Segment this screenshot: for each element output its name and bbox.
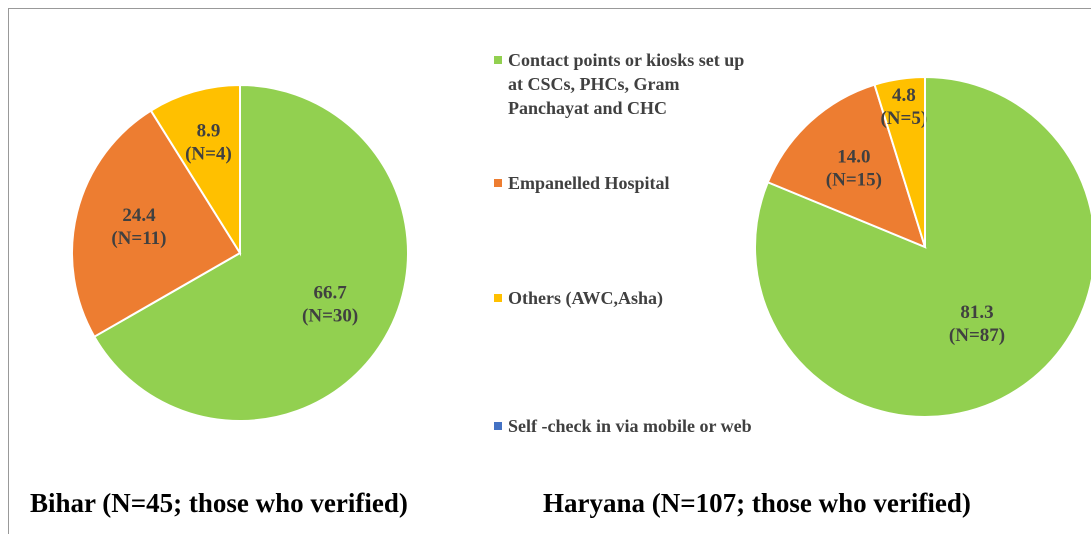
legend-label: Others (AWC,Asha) [508, 288, 663, 308]
legend-swatch [494, 56, 502, 64]
chart-title: Haryana (N=107; those who verified) [543, 488, 971, 518]
count-label: (N=4) [185, 144, 232, 165]
pie-slice [149, 83, 241, 257]
chart-title: Bihar (N=45; those who verified) [30, 488, 408, 518]
count-label: (N=87) [949, 325, 1005, 346]
data-label: 24.4 [122, 205, 156, 226]
pie-slice [92, 83, 409, 422]
count-label: (N=11) [111, 228, 166, 249]
legend-label: Self -check in via mobile or web [508, 416, 752, 436]
data-label: 8.9 [197, 121, 221, 142]
pie-slice [71, 109, 242, 339]
legend-item: Empanelled Hospital [494, 171, 758, 195]
legend-item: Self -check in via mobile or web [494, 414, 758, 438]
legend-swatch [494, 422, 502, 430]
legend-swatch [494, 294, 502, 302]
count-label: (N=15) [826, 170, 882, 191]
data-label: 81.3 [960, 302, 993, 323]
legend-swatch [494, 179, 502, 187]
count-label: (N=5) [880, 108, 927, 129]
frame [8, 8, 1091, 534]
data-label: 4.8 [892, 85, 916, 106]
data-label: 66.7 [314, 283, 348, 304]
pie-slice [766, 83, 927, 249]
legend-item: Contact points or kiosks set up at CSCs,… [494, 48, 758, 120]
legend-item: Others (AWC,Asha) [494, 286, 758, 310]
data-label: 14.0 [837, 147, 870, 168]
count-label: (N=30) [302, 306, 358, 327]
legend-label: Contact points or kiosks set up at CSCs,… [508, 50, 745, 118]
legend-label: Empanelled Hospital [508, 173, 670, 193]
